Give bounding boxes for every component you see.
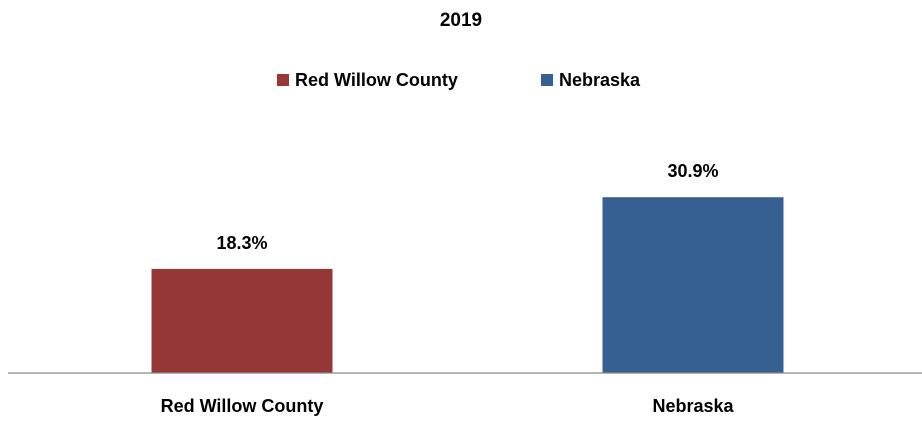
legend-swatch-red-willow-county [277, 74, 289, 86]
data-label-nebraska: 30.9% [667, 161, 718, 181]
chart-title: 2019 [440, 10, 482, 31]
bars-group [151, 197, 784, 373]
bar-nebraska [602, 197, 784, 373]
data-label-red-willow-county: 18.3% [216, 233, 267, 253]
category-label-nebraska: Nebraska [652, 396, 734, 416]
chart-legend: Red Willow County Nebraska [277, 70, 641, 90]
legend-label-nebraska: Nebraska [559, 70, 641, 90]
category-label-red-willow-county: Red Willow County [161, 396, 324, 416]
category-labels-group: Red Willow County Nebraska [161, 396, 735, 416]
data-labels-group: 18.3% 30.9% [216, 161, 718, 253]
bar-red-willow-county [151, 268, 333, 373]
legend-swatch-nebraska [541, 74, 553, 86]
legend-label-red-willow-county: Red Willow County [295, 70, 458, 90]
